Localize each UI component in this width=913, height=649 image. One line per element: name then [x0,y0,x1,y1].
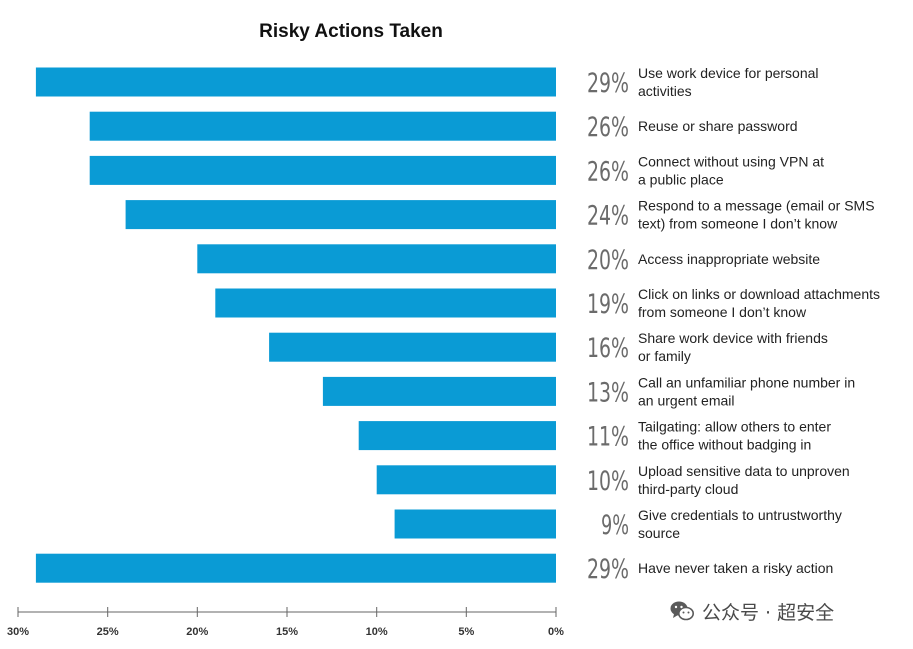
x-tick-label: 15% [276,626,298,638]
value-label: 26% [587,156,629,187]
chart-title: Risky Actions Taken [259,21,443,42]
x-tick-label: 20% [186,626,208,638]
category-label: Respond to a message (email or SMS [638,198,875,214]
category-label: or family [638,348,691,364]
category-label: Reuse or share password [638,118,798,134]
category-label: Call an unfamiliar phone number in [638,374,855,390]
x-axis: 30% 25% 20% 15% 10% 5% 0% [7,607,564,638]
bar [376,465,556,495]
watermark-text: 公众号 · 超安全 [702,601,835,624]
bar [35,67,556,97]
value-label: 26% [587,112,629,143]
value-label: 20% [587,245,629,276]
x-tick-label: 10% [366,626,388,638]
category-label: Have never taken a risky action [638,560,833,576]
bars-group [35,67,557,583]
wechat-icon [670,601,694,621]
x-tick-label: 30% [7,626,29,638]
bar [394,509,556,539]
value-label: 13% [587,377,629,408]
category-label: Share work device with friends [638,330,828,346]
category-labels-group: Use work device for personal activities Re… [638,65,880,576]
category-label: Access inappropriate website [638,251,820,267]
watermark: 公众号 · 超安全 [670,596,834,626]
value-label: 29% [587,68,629,99]
category-label: activities [638,83,692,99]
category-label: source [638,525,680,541]
category-label: the office without badging in [638,437,811,453]
x-tick-label: 5% [458,626,474,638]
value-label: 11% [587,422,629,453]
bar [197,244,557,274]
category-label: Tailgating: allow others to enter [638,419,831,435]
x-tick-label: 25% [97,626,119,638]
category-label: an urgent email [638,392,735,408]
bar [322,376,556,406]
bar [89,155,556,185]
category-label: Give credentials to untrustworthy [638,507,842,523]
value-label: 24% [587,201,629,232]
value-label: 16% [587,333,629,364]
value-label: 29% [587,554,629,585]
value-label: 19% [587,289,629,320]
bar [125,200,556,230]
bar [215,288,557,318]
value-label: 9% [601,510,629,541]
bar [89,111,556,141]
category-label: from someone I don’t know [638,304,807,320]
bar [358,421,556,451]
value-labels-group: 29% 26% 26% 24% 20% 19% 16% 13% 11% 10% 9% 29% [587,68,629,585]
category-label: Connect without using VPN at [638,153,824,169]
category-label: text) from someone I don’t know [638,216,838,232]
category-label: Click on links or download attachments [638,286,880,302]
bar [35,553,556,583]
x-tick-label: 0% [548,626,564,638]
category-label: Upload sensitive data to unproven [638,463,850,479]
category-label: third-party cloud [638,481,738,497]
value-label: 10% [587,466,629,497]
category-label: Use work device for personal [638,65,819,81]
category-label: a public place [638,171,724,187]
bar [269,332,556,362]
